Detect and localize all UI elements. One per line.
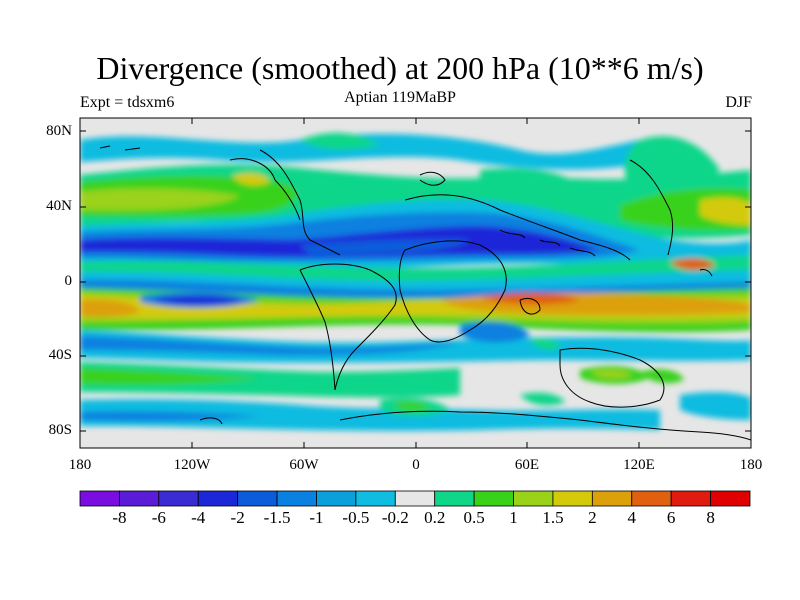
eurasia-south-coast	[404, 194, 631, 261]
lon-label-60e: 60E	[514, 457, 540, 473]
lat-label-40n: 40N	[46, 198, 72, 214]
colorbar-label: 0.2	[424, 508, 446, 527]
lon-label-120e: 120E	[623, 457, 655, 473]
colorbar	[79, 490, 751, 507]
colorbar-label: -8	[112, 508, 127, 527]
lon-label-180w: 180	[68, 457, 92, 473]
small-north-yellow	[232, 173, 270, 186]
lat-label-40s: 40S	[48, 347, 72, 363]
coastlines	[99, 145, 751, 441]
south-america-coast	[299, 263, 397, 391]
colorbar-label: 2	[588, 508, 597, 527]
period-label: Aptian 119MaBP	[344, 89, 456, 106]
colorbar-swatch	[355, 490, 396, 507]
colorbar-swatch	[434, 490, 475, 507]
lon-label-120w: 120W	[173, 457, 211, 473]
lon-label-180e: 180	[739, 457, 763, 473]
arctic-blue	[80, 133, 660, 170]
colorbar-label: -1	[309, 508, 324, 527]
colorbar-swatch	[119, 490, 160, 507]
cpac-darkblue	[155, 295, 245, 305]
colorbar-swatch	[276, 490, 317, 507]
colorbar-label: 1	[509, 508, 518, 527]
pacific-orange	[670, 258, 715, 271]
colorbar-swatch	[197, 490, 239, 507]
south-far-cyan	[680, 392, 751, 420]
colorbar-label: 1.5	[542, 508, 564, 527]
divergence-field	[80, 118, 751, 448]
lat-ticks	[80, 130, 751, 432]
colorbar-label: 0.5	[463, 508, 485, 527]
south-mid2-lime	[80, 368, 260, 385]
lat-label-80s: 80S	[48, 422, 72, 438]
north-america-coast	[229, 158, 301, 221]
antarctica-coast	[339, 410, 751, 441]
lon-label-60w: 60W	[289, 457, 319, 473]
season-label: DJF	[725, 94, 752, 111]
south-mid2-green	[80, 362, 460, 398]
colorbar-label: -0.5	[342, 508, 370, 527]
north-mid-yellowgreen	[80, 188, 240, 211]
colorbar-swatch	[473, 490, 514, 507]
africa-coast	[398, 240, 507, 343]
arctic-green	[300, 132, 380, 150]
lat-label-0: 0	[64, 273, 73, 289]
colorbar-swatch	[710, 490, 751, 507]
south-mid-blue	[80, 336, 460, 356]
colorbar-label: 8	[706, 508, 715, 527]
map-title: Divergence (smoothed) at 200 hPa (10**6 …	[96, 50, 704, 86]
colorbar-swatch	[158, 490, 199, 507]
atlantic-n-green	[480, 168, 580, 192]
colorbar-label: -1.5	[263, 508, 291, 527]
colorbar-label: 4	[627, 508, 637, 527]
lat-label-80n: 80N	[46, 123, 72, 139]
colorbar-swatch	[552, 490, 593, 507]
south-east-yellowgreen	[590, 369, 632, 379]
colorbar-swatch	[631, 490, 672, 507]
lon-label-0: 0	[412, 457, 420, 473]
colorbar-label: -2	[230, 508, 245, 527]
colorbar-label: -6	[151, 508, 166, 527]
south-green-blob1	[530, 338, 560, 350]
australia-antarctica	[559, 347, 665, 408]
laurasia-west-coast	[259, 149, 341, 256]
colorbar-swatch	[513, 490, 554, 507]
colorbar-swatch	[394, 490, 436, 507]
colorbar-swatch	[591, 490, 633, 507]
south-far-east-green	[640, 369, 684, 384]
colorbar-swatch	[316, 490, 357, 507]
colorbar-swatch	[79, 490, 120, 507]
south-high-green2	[395, 401, 430, 411]
south-high-green3	[520, 392, 565, 406]
panthalassa-islands	[199, 269, 713, 425]
colorbar-swatch	[237, 490, 278, 507]
lon-ticks	[191, 118, 640, 448]
south-africa-blue	[460, 321, 530, 343]
colorbar-swatch	[670, 490, 711, 507]
pacific-ne-yellow	[700, 197, 751, 225]
colorbar-label: 6	[666, 508, 676, 527]
arctic-islands	[99, 145, 446, 186]
colorbar-label: -4	[191, 508, 206, 527]
south-america-west-coast	[299, 269, 336, 391]
experiment-label: Expt = tdsxm6	[80, 94, 175, 111]
tethys-islands	[499, 229, 596, 257]
colorbar-label: -0.2	[381, 508, 409, 527]
south-trop-orange-west	[80, 299, 140, 318]
india-madagascar	[519, 297, 541, 315]
north-sub-darkblue	[80, 226, 600, 258]
east-asia-coast	[629, 159, 674, 256]
